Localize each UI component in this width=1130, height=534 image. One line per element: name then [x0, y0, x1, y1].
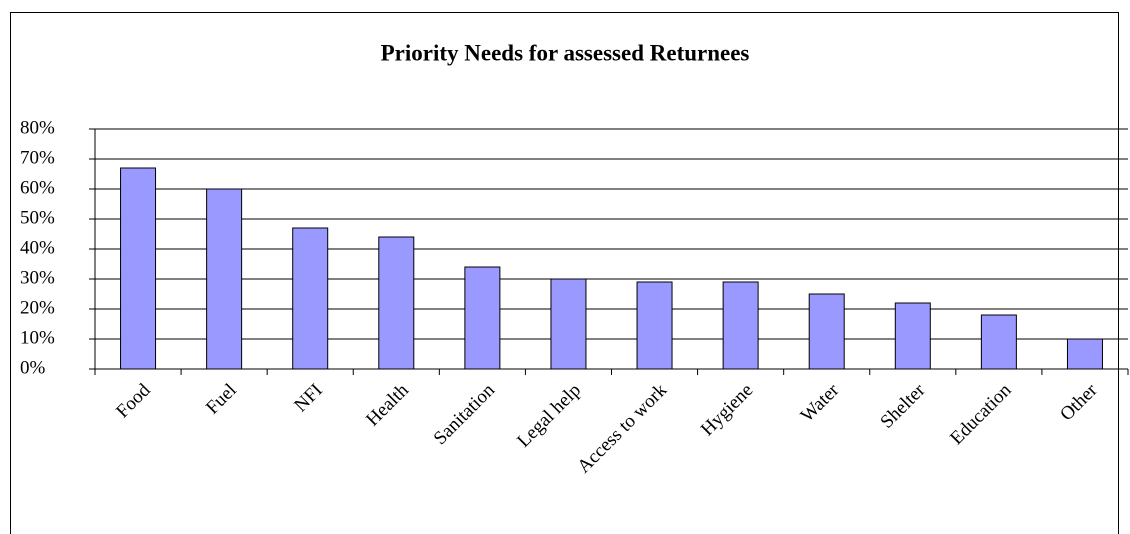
- bar: [464, 266, 501, 370]
- y-tick-label: 50%: [20, 207, 55, 228]
- bar: [1066, 338, 1103, 370]
- bar: [894, 302, 931, 370]
- bar: [292, 227, 329, 370]
- y-tick-label: 10%: [20, 327, 55, 348]
- y-tick-label: 30%: [20, 267, 55, 288]
- bar: [120, 167, 157, 370]
- bar: [722, 281, 759, 370]
- bar: [636, 281, 673, 370]
- bar: [206, 188, 243, 370]
- bar: [808, 293, 845, 370]
- y-tick-label: 40%: [20, 237, 55, 258]
- chart-title: Priority Needs for assessed Returnees: [381, 40, 750, 65]
- y-tick-label: 60%: [20, 177, 55, 198]
- bar: [550, 278, 587, 370]
- bar: [378, 236, 415, 370]
- y-tick-label: 20%: [20, 297, 55, 318]
- y-tick-label: 0%: [20, 357, 46, 378]
- y-tick-label: 80%: [20, 117, 55, 138]
- bar: [980, 314, 1017, 370]
- y-tick-label: 70%: [20, 147, 55, 168]
- chart-frame: [10, 12, 1119, 534]
